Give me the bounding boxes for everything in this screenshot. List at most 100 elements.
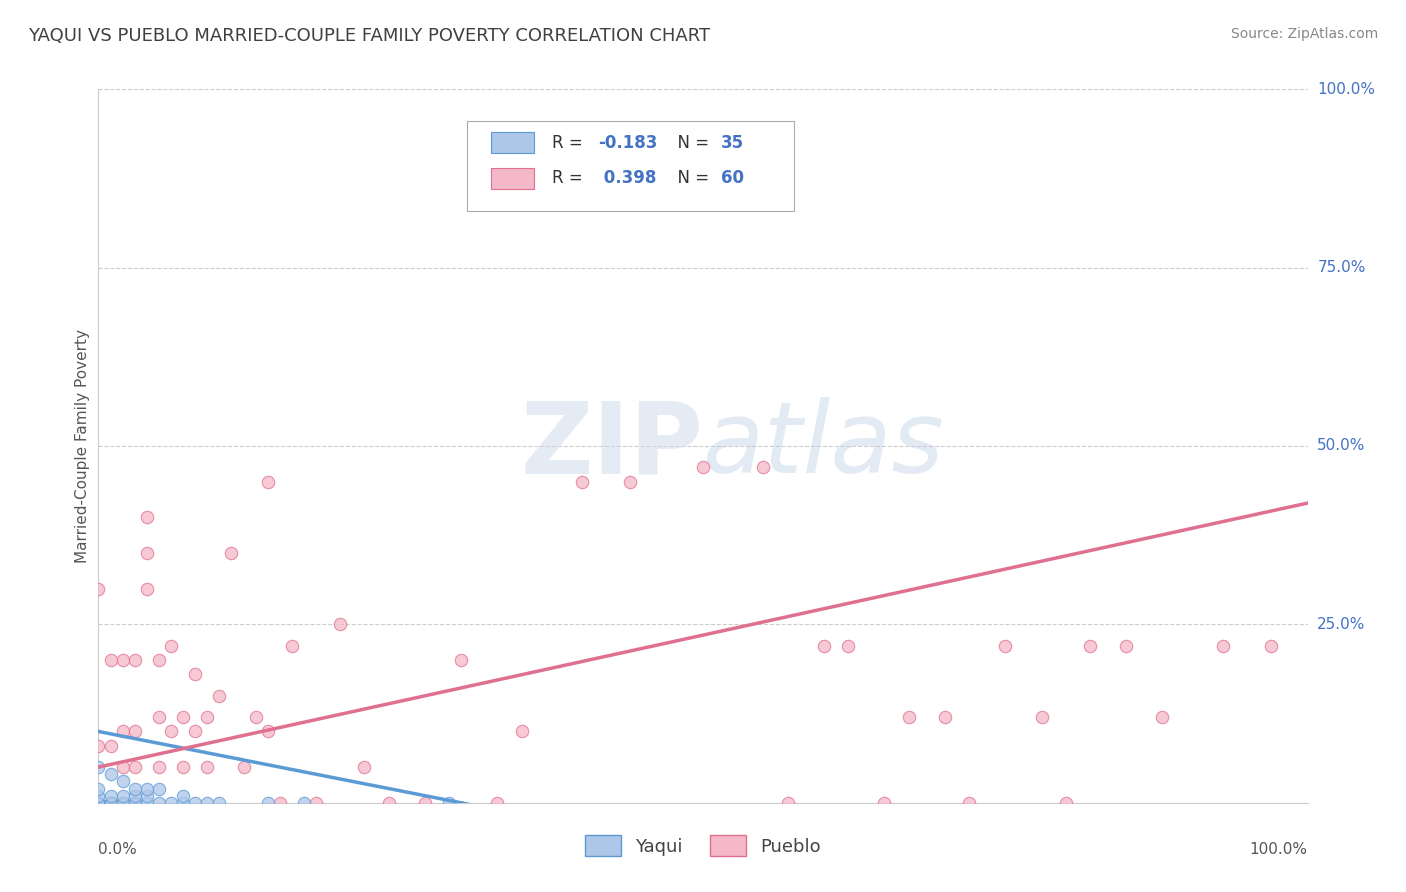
Point xyxy=(450,653,472,667)
Y-axis label: Married-Couple Family Poverty: Married-Couple Family Poverty xyxy=(75,329,90,563)
FancyBboxPatch shape xyxy=(492,168,534,189)
Point xyxy=(124,796,146,810)
Point xyxy=(135,796,157,810)
Text: 0.0%: 0.0% xyxy=(98,842,138,857)
Text: 35: 35 xyxy=(721,134,744,152)
Point xyxy=(135,789,157,803)
Point xyxy=(510,724,533,739)
Text: atlas: atlas xyxy=(703,398,945,494)
Point xyxy=(208,689,231,703)
Point xyxy=(195,710,218,724)
Point xyxy=(184,724,207,739)
Point xyxy=(148,760,170,774)
Point xyxy=(281,639,304,653)
Point xyxy=(172,796,194,810)
Text: 75.0%: 75.0% xyxy=(1317,260,1365,275)
Point xyxy=(100,796,122,810)
Point xyxy=(329,617,352,632)
Point xyxy=(172,710,194,724)
Point xyxy=(934,710,956,724)
Point xyxy=(148,710,170,724)
Point xyxy=(111,760,134,774)
Point xyxy=(148,796,170,810)
Point xyxy=(1054,796,1077,810)
Point xyxy=(413,796,436,810)
Point xyxy=(87,781,110,796)
Text: 0.398: 0.398 xyxy=(598,169,657,187)
Text: -0.183: -0.183 xyxy=(598,134,657,152)
Point xyxy=(195,796,218,810)
Point xyxy=(245,710,267,724)
Point xyxy=(776,796,799,810)
Point xyxy=(1078,639,1101,653)
Point xyxy=(1152,710,1174,724)
Point xyxy=(813,639,835,653)
Text: 25.0%: 25.0% xyxy=(1317,617,1365,632)
Text: YAQUI VS PUEBLO MARRIED-COUPLE FAMILY POVERTY CORRELATION CHART: YAQUI VS PUEBLO MARRIED-COUPLE FAMILY PO… xyxy=(28,27,710,45)
Point xyxy=(692,460,714,475)
Point xyxy=(87,796,110,810)
Point xyxy=(994,639,1017,653)
Point xyxy=(256,796,278,810)
Point xyxy=(837,639,859,653)
Point xyxy=(221,546,243,560)
Point xyxy=(571,475,593,489)
Point xyxy=(160,724,183,739)
Point xyxy=(87,796,110,810)
Text: ZIP: ZIP xyxy=(520,398,703,494)
Point xyxy=(124,653,146,667)
Point xyxy=(124,724,146,739)
FancyBboxPatch shape xyxy=(467,121,793,211)
Point xyxy=(172,789,194,803)
Point xyxy=(100,796,122,810)
Point xyxy=(1031,710,1053,724)
Point xyxy=(1115,639,1137,653)
Text: R =: R = xyxy=(551,134,588,152)
Point xyxy=(208,796,231,810)
Point xyxy=(160,639,183,653)
Point xyxy=(752,460,775,475)
Text: N =: N = xyxy=(666,134,714,152)
Point xyxy=(377,796,399,810)
Point xyxy=(1260,639,1282,653)
Text: R =: R = xyxy=(551,169,588,187)
Point xyxy=(184,667,207,681)
Point xyxy=(619,475,641,489)
Point xyxy=(148,781,170,796)
Text: 50.0%: 50.0% xyxy=(1317,439,1365,453)
Point xyxy=(124,789,146,803)
Point xyxy=(172,760,194,774)
Point xyxy=(111,724,134,739)
Point xyxy=(353,760,375,774)
Point xyxy=(957,796,980,810)
Legend: Yaqui, Pueblo: Yaqui, Pueblo xyxy=(576,826,830,865)
Point xyxy=(111,653,134,667)
Point xyxy=(111,796,134,810)
Point xyxy=(437,796,460,810)
Point xyxy=(87,796,110,810)
Point xyxy=(124,796,146,810)
Point xyxy=(486,796,509,810)
Point xyxy=(195,760,218,774)
Point xyxy=(87,739,110,753)
Point xyxy=(100,767,122,781)
Point xyxy=(87,789,110,803)
Point xyxy=(135,582,157,596)
Point xyxy=(148,653,170,667)
Point xyxy=(1212,639,1234,653)
Text: N =: N = xyxy=(666,169,714,187)
Point xyxy=(135,510,157,524)
Point xyxy=(269,796,291,810)
Point xyxy=(873,796,896,810)
Point xyxy=(87,760,110,774)
Text: Source: ZipAtlas.com: Source: ZipAtlas.com xyxy=(1230,27,1378,41)
Point xyxy=(100,796,122,810)
Point xyxy=(305,796,328,810)
Point xyxy=(184,796,207,810)
Point xyxy=(111,774,134,789)
Point xyxy=(100,653,122,667)
Text: 60: 60 xyxy=(721,169,744,187)
Point xyxy=(897,710,920,724)
Point xyxy=(124,781,146,796)
Point xyxy=(87,796,110,810)
